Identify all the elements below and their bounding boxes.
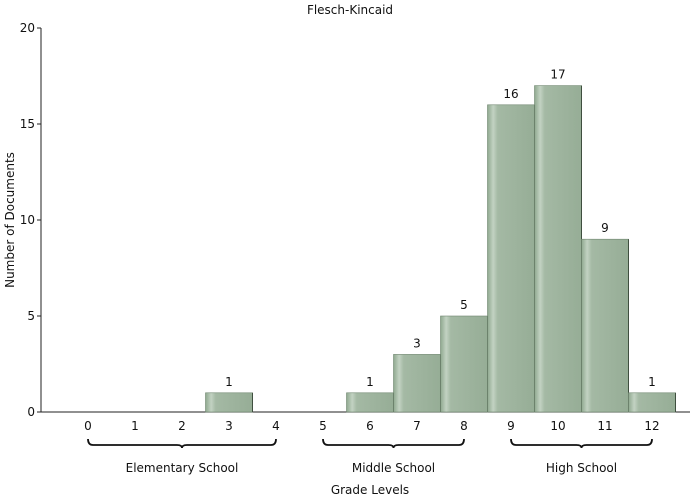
data-label-grade-7: 3 — [413, 336, 421, 350]
y-axis-label: Number of Documents — [3, 152, 17, 288]
chart-title: Flesch-Kincaid — [307, 3, 393, 17]
x-axis-label: Grade Levels — [331, 483, 409, 497]
group-label: High School — [546, 461, 617, 475]
bar-grade-12 — [628, 392, 676, 413]
x-tick-label: 10 — [550, 419, 565, 433]
x-tick-label: 11 — [597, 419, 612, 433]
data-label-grade-3: 1 — [225, 375, 233, 389]
group-brace — [322, 438, 465, 449]
x-tick-label: 12 — [644, 419, 659, 433]
bar-grade-8 — [440, 315, 488, 413]
group-label: Middle School — [352, 461, 435, 475]
y-tick-label: 0 — [27, 405, 35, 419]
x-tick-label: 4 — [272, 419, 280, 433]
data-label-grade-10: 17 — [550, 68, 565, 82]
bar-grade-10 — [534, 85, 582, 413]
y-ticks: 0 5 10 15 20 — [20, 21, 41, 419]
x-tick-label: 6 — [366, 419, 374, 433]
x-tick-label: 7 — [413, 419, 421, 433]
bars — [205, 85, 676, 413]
data-labels: 1 1 3 5 16 17 9 1 — [225, 68, 656, 389]
x-tick-label: 9 — [507, 419, 515, 433]
x-tick-label: 5 — [319, 419, 327, 433]
bar-grade-7 — [393, 354, 441, 413]
data-label-grade-8: 5 — [460, 298, 468, 312]
group-brace — [510, 438, 653, 449]
bar-grade-9 — [487, 104, 535, 413]
grade-groups: Elementary School Middle School High Schoo… — [87, 438, 653, 475]
y-tick-label: 10 — [20, 213, 35, 227]
bar-grade-3 — [205, 392, 253, 413]
group-brace — [87, 438, 277, 449]
x-tick-label: 8 — [460, 419, 468, 433]
data-label-grade-11: 9 — [601, 221, 609, 235]
data-label-grade-6: 1 — [366, 375, 374, 389]
y-tick-label: 15 — [20, 117, 35, 131]
bar-grade-11 — [581, 238, 629, 413]
x-tick-label: 2 — [178, 419, 186, 433]
x-tick-label: 3 — [225, 419, 233, 433]
data-label-grade-12: 1 — [648, 375, 656, 389]
x-tick-label: 1 — [131, 419, 139, 433]
y-tick-label: 5 — [27, 309, 35, 323]
x-ticks: 0 1 2 3 4 5 6 7 8 9 10 11 12 — [84, 419, 659, 433]
bar-grade-6 — [346, 392, 394, 413]
y-tick-label: 20 — [20, 21, 35, 35]
data-label-grade-9: 16 — [503, 87, 518, 101]
x-tick-label: 0 — [84, 419, 92, 433]
group-label: Elementary School — [126, 461, 239, 475]
